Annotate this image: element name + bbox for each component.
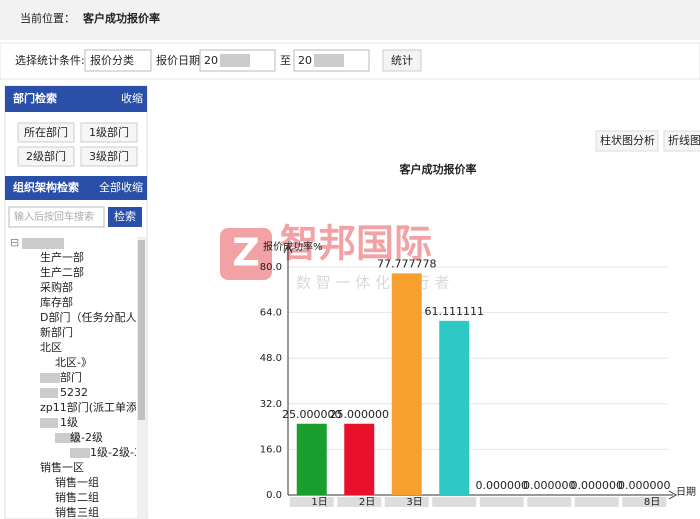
- tree-item[interactable]: 5232: [60, 386, 88, 399]
- toolbar-button-text: 折线图: [668, 133, 700, 147]
- date-from-text: 20: [204, 54, 218, 67]
- value-label: 0.000000: [618, 479, 671, 492]
- dept-collapse[interactable]: 收缩: [121, 91, 143, 105]
- y-tick-label: 80.0: [260, 262, 282, 273]
- bar: [297, 424, 327, 495]
- value-label: 0.000000: [571, 479, 624, 492]
- y-tick-label: 64.0: [260, 308, 282, 319]
- chart-title: 客户成功报价率: [399, 162, 477, 176]
- tree-item[interactable]: 1级-2级-3: [90, 446, 141, 459]
- date-label: 报价日期:: [156, 53, 204, 67]
- y-tick-label: 32.0: [260, 399, 282, 410]
- tree-item[interactable]: 新部门: [40, 325, 73, 339]
- blur: [40, 418, 58, 428]
- dept-header-text: 部门检索: [13, 91, 57, 105]
- value-label: 77.777778: [377, 257, 437, 270]
- tree-item[interactable]: 1级: [60, 416, 78, 429]
- watermark-logo-letter: Z: [232, 231, 260, 275]
- blur: [314, 54, 344, 67]
- bar: [439, 321, 469, 495]
- watermark-slogan: 数 智 一 体 化 先 行 者: [296, 274, 449, 292]
- tree-item[interactable]: 级-2级: [70, 431, 103, 444]
- y-tick-label: 0.0: [266, 490, 282, 501]
- x-tick-label: 3日: [406, 497, 422, 508]
- bar: [392, 273, 422, 495]
- x-tick-label: 8日: [644, 497, 660, 508]
- dept-button-text: 3级部门: [89, 149, 129, 163]
- tree-item[interactable]: 库存部: [40, 295, 73, 309]
- tree-root-icon: ⊟: [10, 236, 19, 249]
- blur: [40, 388, 58, 398]
- toolbar-button-text: 柱状图分析: [600, 133, 655, 147]
- tree-item[interactable]: 生产一部: [40, 250, 84, 264]
- blur: [220, 54, 250, 67]
- x-tick-label: 2日: [359, 497, 375, 508]
- date-to-text: 20: [298, 54, 312, 67]
- tree-item[interactable]: 生产二部: [40, 265, 84, 279]
- value-label: 0.000000: [523, 479, 576, 492]
- org-collapse[interactable]: 全部收缩: [99, 180, 143, 194]
- tree-item[interactable]: 北区: [40, 341, 62, 354]
- dept-button-text: 2级部门: [26, 149, 66, 163]
- search-placeholder: 输入后按回车搜索: [14, 210, 94, 223]
- x-tick-label: 1日: [311, 497, 327, 508]
- y-axis-label: 报价成功率%: [263, 240, 323, 253]
- tree-item[interactable]: zp11部门(派工单添加: [40, 400, 148, 414]
- tree-item[interactable]: 采购部: [40, 280, 73, 294]
- tree-item[interactable]: 北区-》: [55, 356, 92, 369]
- search-button-text: 检索: [114, 209, 136, 223]
- value-label: 61.111111: [425, 305, 485, 318]
- org-header-text: 组织架构检索: [13, 180, 79, 194]
- blur: [575, 497, 619, 507]
- blur: [480, 497, 524, 507]
- scroll-thumb[interactable]: [138, 240, 145, 420]
- value-label: 25.000000: [330, 408, 390, 421]
- tree-item[interactable]: 销售三组: [55, 505, 99, 519]
- x-axis-label: 日期: [676, 486, 696, 498]
- blur: [527, 497, 571, 507]
- to-word: 至: [280, 54, 291, 67]
- blur: [432, 497, 476, 507]
- dept-button-text: 所在部门: [24, 125, 68, 139]
- tree-item[interactable]: 销售一区: [40, 460, 84, 474]
- bar: [344, 424, 374, 495]
- blur: [70, 448, 90, 458]
- tree-item[interactable]: 销售二组: [55, 490, 99, 504]
- tree-item[interactable]: 销售一组: [55, 475, 99, 489]
- y-tick-label: 16.0: [260, 444, 282, 455]
- dept-button-text: 1级部门: [89, 125, 129, 139]
- filter-label: 选择统计条件:: [15, 53, 85, 67]
- blur: [22, 238, 64, 249]
- submit-text: 统计: [391, 54, 413, 67]
- tree-item[interactable]: 部门: [60, 370, 82, 384]
- blur: [40, 373, 60, 383]
- page-title: 客户成功报价率: [82, 11, 160, 25]
- select-text: 报价分类: [90, 53, 134, 67]
- tree-item[interactable]: D部门（任务分配人员: [40, 310, 147, 324]
- y-tick-label: 48.0: [260, 353, 282, 364]
- value-label: 0.000000: [476, 479, 529, 492]
- location-label: 当前位置：: [20, 11, 75, 25]
